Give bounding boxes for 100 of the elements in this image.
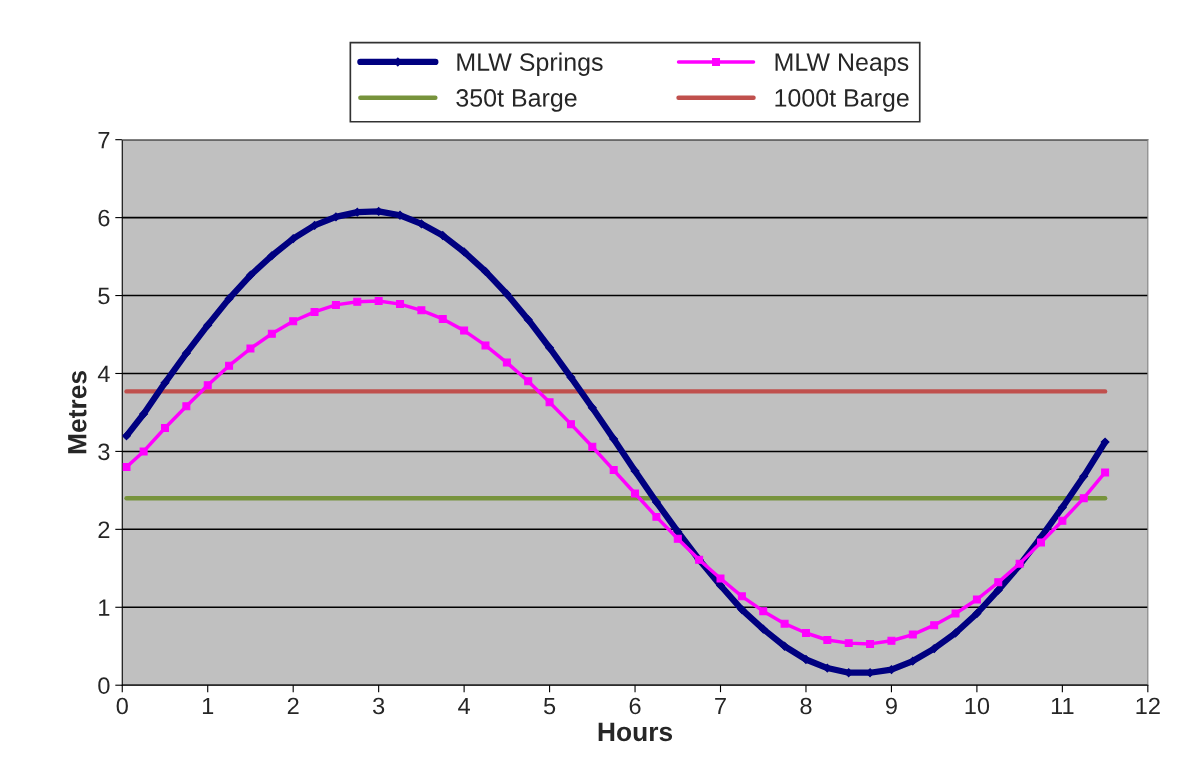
point: [566, 420, 575, 429]
x-tick-label: 4: [458, 697, 470, 715]
x-tick-label: 9: [885, 697, 897, 715]
point: [267, 251, 277, 261]
point: [1058, 516, 1067, 525]
point: [353, 297, 362, 306]
point: [203, 381, 212, 390]
point: [224, 294, 234, 304]
point: [1079, 471, 1089, 481]
point: [1100, 437, 1110, 447]
point: [887, 636, 896, 645]
point: [972, 595, 981, 604]
point: [801, 629, 810, 637]
legend-label: 1000t Barge: [775, 89, 909, 112]
y-tick-label: 6: [98, 209, 110, 227]
point: [758, 624, 768, 634]
x-tick-label: 8: [800, 697, 812, 715]
point: [1101, 468, 1110, 477]
x-tick-label: 2: [287, 697, 299, 715]
point: [161, 424, 169, 433]
point: [823, 636, 832, 644]
x-tick-label: 0: [116, 697, 128, 715]
y-tick-label: 7: [98, 131, 110, 149]
point: [182, 402, 191, 411]
point: [502, 289, 512, 299]
point: [139, 409, 149, 419]
point: [267, 329, 276, 338]
legend-label: MLW Neaps: [775, 53, 909, 76]
point: [673, 534, 682, 543]
point: [481, 341, 490, 350]
point: [844, 639, 853, 648]
point: [951, 628, 960, 638]
point: [588, 442, 597, 451]
y-tick-label: 5: [98, 287, 110, 305]
point: [545, 343, 555, 353]
point: [460, 326, 469, 335]
point: [310, 307, 319, 316]
point: [972, 609, 982, 618]
point: [459, 247, 469, 257]
x-tick-label: 6: [629, 697, 641, 715]
point: [289, 317, 298, 326]
x-tick-label: 3: [372, 697, 385, 715]
y-axis-title: Metres: [68, 370, 87, 454]
point: [566, 372, 576, 382]
x-tick-label: 11: [1051, 697, 1074, 715]
point: [951, 609, 960, 618]
point: [587, 403, 597, 413]
y-tick-label: 4: [97, 365, 110, 383]
point: [652, 512, 661, 521]
point: [331, 300, 340, 309]
point: [737, 592, 746, 601]
point: [122, 431, 131, 441]
point: [651, 497, 661, 507]
point: [609, 434, 619, 444]
legend-label: MLW Springs: [457, 52, 603, 76]
point: [203, 320, 213, 330]
point: [246, 270, 255, 280]
point: [524, 377, 533, 386]
x-tick-label: 7: [715, 697, 726, 715]
point: [122, 463, 131, 471]
y-tick-label: 2: [98, 521, 110, 538]
point: [225, 361, 234, 370]
point: [716, 581, 725, 590]
point: [993, 585, 1003, 595]
point: [1079, 494, 1088, 503]
point: [438, 314, 447, 323]
point: [630, 466, 640, 476]
point: [438, 231, 448, 240]
point: [396, 300, 405, 309]
point: [1037, 538, 1045, 547]
legend-label: 350t Barge: [456, 89, 577, 112]
point: [545, 398, 554, 407]
x-axis-title: Hours: [598, 722, 673, 742]
point: [908, 656, 918, 666]
point: [780, 619, 789, 628]
y-tick-label: 3: [98, 443, 110, 461]
point: [609, 466, 618, 475]
x-tick-label: 10: [965, 697, 990, 715]
point: [716, 574, 725, 583]
point: [1057, 503, 1067, 512]
x-tick-label: 1: [202, 697, 214, 715]
point: [374, 297, 383, 305]
point: [994, 578, 1003, 587]
point: [866, 639, 875, 648]
point: [737, 605, 747, 615]
point: [310, 220, 319, 230]
point: [181, 348, 191, 358]
point: [523, 315, 533, 325]
y-tick-label: 0: [98, 677, 110, 694]
point: [139, 447, 148, 456]
point: [417, 306, 426, 315]
point: [160, 378, 170, 388]
point: [246, 344, 255, 353]
point: [502, 358, 511, 367]
point: [288, 234, 298, 244]
point: [759, 607, 768, 616]
point: [930, 621, 939, 630]
x-tick-label: 12: [1136, 697, 1160, 715]
point: [481, 266, 490, 276]
point: [929, 644, 939, 654]
